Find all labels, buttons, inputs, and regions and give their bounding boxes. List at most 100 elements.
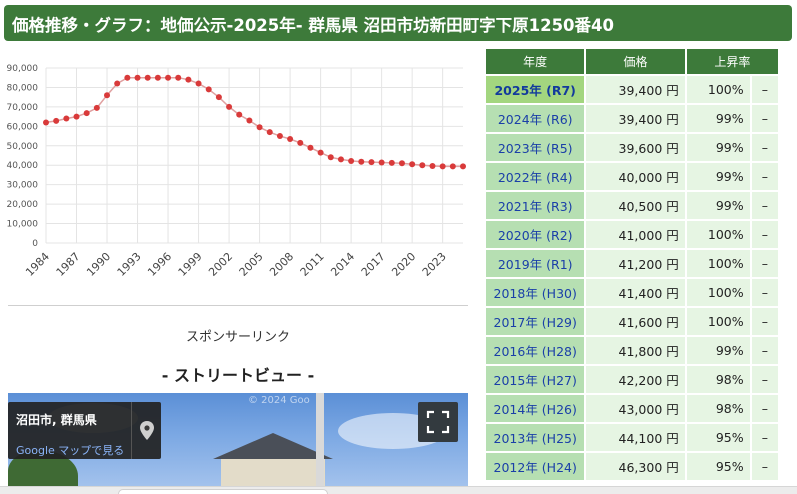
data-point[interactable] [327, 154, 334, 161]
year-link[interactable]: 2021年 (R3) [486, 192, 585, 219]
data-point[interactable] [276, 133, 283, 140]
data-point[interactable] [388, 159, 395, 166]
col-header-year: 年度 [486, 49, 585, 74]
year-link[interactable]: 2023年 (R5) [486, 134, 585, 161]
price-cell: 40,000 円 [586, 163, 685, 190]
data-point[interactable] [398, 160, 405, 167]
rate-cell: 100% [686, 250, 750, 277]
data-point[interactable] [419, 162, 426, 169]
year-link[interactable]: 2020年 (R2) [486, 221, 585, 248]
price-chart: 0 10,000 20,000 30,000 40,000 50,000 60,000 70,… [0, 46, 478, 306]
change-mark-cell: – [751, 76, 778, 103]
data-point[interactable] [439, 163, 446, 170]
data-point[interactable] [429, 163, 436, 169]
col-header-rate: 上昇率 [686, 49, 778, 74]
table-row: 2020年 (R2) 41,000 円 100% – [486, 221, 778, 248]
year-link[interactable]: 2013年 (H25) [486, 424, 585, 451]
data-point[interactable] [246, 117, 253, 124]
data-point[interactable] [83, 110, 90, 117]
rate-cell: 99% [686, 163, 750, 190]
map-pin-icon[interactable] [136, 418, 158, 444]
data-point[interactable] [104, 92, 111, 99]
data-point[interactable] [378, 159, 385, 166]
data-point[interactable] [358, 158, 365, 165]
table-row: 2013年 (H25) 44,100 円 95% – [486, 424, 778, 451]
change-mark-cell: – [751, 105, 778, 132]
bottom-search-pill[interactable] [118, 489, 328, 494]
change-mark-cell: – [751, 221, 778, 248]
data-point[interactable] [63, 115, 70, 122]
data-point[interactable] [144, 74, 151, 81]
data-point[interactable] [226, 103, 233, 110]
data-point[interactable] [93, 104, 100, 111]
rate-cell: 99% [686, 337, 750, 364]
y-tick-label: 90,000 [7, 64, 39, 74]
data-point[interactable] [236, 111, 243, 118]
price-history-table: 年度 価格 上昇率 2025年 (R7) 39,400 円 100% –2024年 (… [484, 47, 780, 482]
x-tick-label: 2005 [237, 250, 266, 279]
y-tick-label: 60,000 [7, 122, 39, 132]
fullscreen-button[interactable] [418, 402, 458, 442]
year-link[interactable]: 2015年 (H27) [486, 366, 585, 393]
data-point[interactable] [205, 86, 212, 93]
year-link[interactable]: 2014年 (H26) [486, 395, 585, 422]
browser-bottom-strip [0, 486, 797, 494]
x-tick-label: 1993 [115, 250, 144, 279]
year-link[interactable]: 2016年 (H28) [486, 337, 585, 364]
year-link[interactable]: 2022年 (R4) [486, 163, 585, 190]
table-row: 2012年 (H24) 46,300 円 95% – [486, 453, 778, 480]
data-point[interactable] [317, 149, 324, 156]
data-point[interactable] [114, 80, 121, 87]
rate-cell: 99% [686, 105, 750, 132]
data-point[interactable] [43, 119, 49, 126]
data-point[interactable] [53, 117, 60, 124]
house [213, 433, 333, 494]
x-tick-label: 2017 [359, 250, 388, 279]
google-maps-link[interactable]: Google マップで見る [16, 444, 125, 457]
rate-cell: 99% [686, 134, 750, 161]
rate-cell: 100% [686, 76, 750, 103]
data-point[interactable] [297, 139, 304, 146]
data-point[interactable] [460, 163, 466, 170]
data-point[interactable] [175, 74, 182, 81]
price-cell: 41,400 円 [586, 279, 685, 306]
change-mark-cell: – [751, 279, 778, 306]
data-point[interactable] [124, 74, 131, 81]
year-link[interactable]: 2025年 (R7) [486, 76, 585, 103]
table-row: 2016年 (H28) 41,800 円 99% – [486, 337, 778, 364]
year-link[interactable]: 2018年 (H30) [486, 279, 585, 306]
data-point[interactable] [266, 129, 273, 136]
change-mark-cell: – [751, 366, 778, 393]
data-point[interactable] [368, 159, 375, 166]
change-mark-cell: – [751, 453, 778, 480]
data-point[interactable] [307, 144, 314, 151]
change-mark-cell: – [751, 134, 778, 161]
rate-cell: 95% [686, 424, 750, 451]
table-row: 2022年 (R4) 40,000 円 99% – [486, 163, 778, 190]
x-tick-label: 1996 [145, 250, 174, 279]
data-point[interactable] [73, 113, 80, 120]
year-link[interactable]: 2017年 (H29) [486, 308, 585, 335]
y-tick-label: 80,000 [7, 83, 39, 93]
data-point[interactable] [185, 76, 192, 83]
data-point[interactable] [215, 94, 222, 101]
x-tick-label: 2014 [328, 250, 357, 279]
year-link[interactable]: 2019年 (R1) [486, 250, 585, 277]
data-point[interactable] [337, 156, 344, 163]
data-point[interactable] [134, 74, 141, 81]
rate-cell: 100% [686, 308, 750, 335]
table-row: 2019年 (R1) 41,200 円 100% – [486, 250, 778, 277]
data-point[interactable] [348, 157, 355, 164]
rate-cell: 100% [686, 279, 750, 306]
year-link[interactable]: 2012年 (H24) [486, 453, 585, 480]
change-mark-cell: – [751, 337, 778, 364]
price-cell: 41,800 円 [586, 337, 685, 364]
data-point[interactable] [256, 124, 263, 131]
data-point[interactable] [409, 161, 416, 168]
data-point[interactable] [287, 135, 294, 142]
data-point[interactable] [195, 80, 202, 87]
data-point[interactable] [154, 74, 161, 81]
year-link[interactable]: 2024年 (R6) [486, 105, 585, 132]
data-point[interactable] [449, 163, 456, 170]
data-point[interactable] [165, 74, 172, 81]
